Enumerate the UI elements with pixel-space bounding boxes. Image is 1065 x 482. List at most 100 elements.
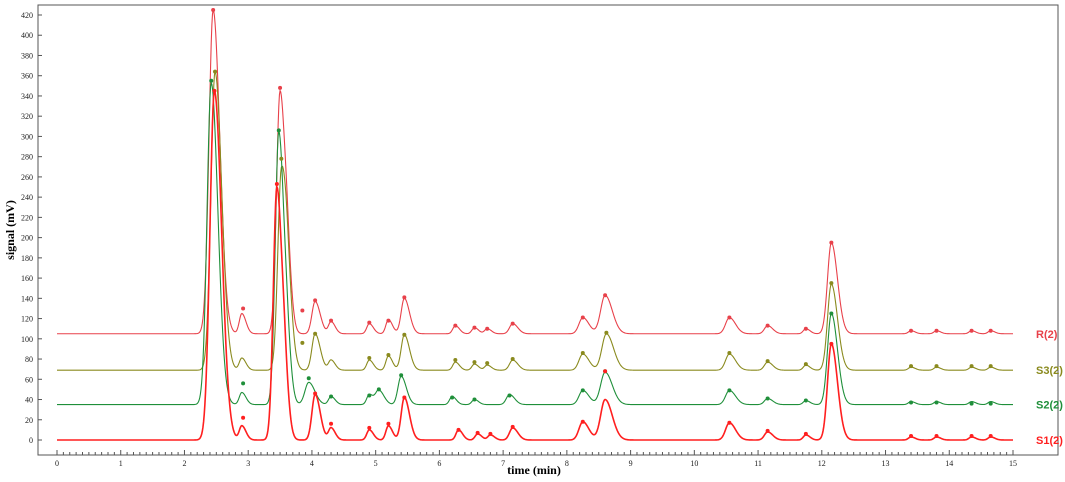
peak-marker	[727, 350, 732, 355]
marker-layer	[209, 7, 993, 438]
peak-marker	[212, 88, 217, 93]
peak-marker	[399, 373, 404, 378]
series-label: S1(2)	[1036, 435, 1063, 447]
peak-marker	[988, 328, 993, 333]
peak-marker	[278, 85, 283, 90]
y-tick-label: 140	[21, 294, 33, 303]
y-tick-label: 100	[21, 335, 33, 344]
peak-marker	[727, 420, 732, 425]
x-tick-label: 10	[690, 459, 698, 468]
y-tick-label: 320	[21, 112, 33, 121]
peak-marker	[488, 431, 493, 436]
peak-marker	[969, 433, 974, 438]
y-axis-title: signal (mV)	[3, 200, 17, 260]
peak-marker	[510, 357, 515, 362]
peak-marker	[329, 394, 334, 399]
y-tick-label: 220	[21, 213, 33, 222]
peak-marker	[300, 308, 305, 313]
x-tick-label: 8	[565, 459, 569, 468]
peak-marker	[456, 427, 461, 432]
y-tick-label: 120	[21, 315, 33, 324]
peak-marker	[934, 328, 939, 333]
x-tick-label: 15	[1009, 459, 1017, 468]
peak-marker	[453, 358, 458, 363]
peak-marker	[909, 400, 914, 405]
peak-marker	[829, 240, 834, 245]
peak-marker	[580, 419, 585, 424]
y-tick-label: 400	[21, 31, 33, 40]
peak-marker	[306, 376, 311, 381]
peak-marker	[472, 397, 477, 402]
y-tick-label: 60	[25, 375, 33, 384]
peak-marker	[765, 359, 770, 364]
peak-marker	[329, 421, 334, 426]
peak-marker	[909, 433, 914, 438]
peak-marker	[367, 320, 372, 325]
x-tick-label: 2	[182, 459, 186, 468]
peak-marker	[211, 7, 216, 12]
x-tick-label: 12	[818, 459, 826, 468]
y-tick-label: 360	[21, 72, 33, 81]
x-tick-label: 4	[310, 459, 314, 468]
x-tick-label: 9	[629, 459, 633, 468]
peak-marker	[934, 433, 939, 438]
peak-marker	[829, 341, 834, 346]
x-tick-label: 0	[55, 459, 59, 468]
x-tick-label: 7	[501, 459, 505, 468]
peak-marker	[329, 318, 334, 323]
peak-marker	[803, 431, 808, 436]
y-axis: 0 20 40 60 80 100 120 140 160 180 200 220 240 260 280 3…	[21, 11, 42, 445]
series-line	[57, 88, 1013, 441]
peak-marker	[803, 398, 808, 403]
peak-marker	[485, 361, 490, 366]
x-tick-label: 11	[754, 459, 762, 468]
peak-marker	[274, 181, 279, 186]
x-tick-label: 3	[246, 459, 250, 468]
peak-marker	[386, 353, 391, 357]
peak-marker	[909, 328, 914, 333]
x-tick-label: 1	[119, 459, 123, 468]
y-tick-label: 40	[25, 396, 33, 405]
y-tick-label: 340	[21, 92, 33, 101]
peak-marker	[386, 318, 391, 323]
peak-marker	[241, 381, 246, 386]
peak-marker	[367, 393, 372, 398]
peak-marker	[580, 350, 585, 355]
peak-marker	[934, 364, 939, 369]
y-tick-label: 180	[21, 254, 33, 263]
peak-marker	[829, 281, 834, 286]
peak-marker	[803, 326, 808, 331]
y-tick-label: 300	[21, 132, 33, 141]
x-tick-label: 14	[945, 459, 953, 468]
peak-marker	[510, 424, 515, 429]
peak-marker	[475, 430, 480, 435]
peak-marker	[603, 369, 608, 374]
peak-marker	[727, 388, 732, 393]
peak-marker	[580, 315, 585, 320]
y-tick-label: 200	[21, 234, 33, 243]
peak-marker	[313, 298, 318, 303]
peak-marker	[510, 321, 515, 326]
series-line	[57, 69, 1013, 371]
series-label: R(2)	[1036, 329, 1058, 341]
peak-marker	[765, 428, 770, 433]
series-line	[57, 80, 1013, 406]
peak-marker	[453, 323, 458, 328]
peak-marker	[829, 311, 834, 316]
peak-marker	[603, 293, 608, 298]
x-tick-label: 13	[882, 459, 890, 468]
peak-marker	[580, 388, 585, 393]
series-label-layer: R(2) S3(2) S2(2) S1(2)	[1036, 329, 1063, 447]
peak-marker	[727, 315, 732, 320]
peak-marker	[313, 331, 318, 336]
peak-marker	[276, 128, 281, 133]
peak-marker	[988, 401, 993, 406]
x-axis: 0 1 2 3 4 5 6 7 8 9 10 11 12 13 14 15	[55, 450, 1017, 468]
y-tick-label: 380	[21, 51, 33, 60]
peak-marker	[313, 391, 318, 396]
peak-marker	[969, 364, 974, 369]
peak-marker	[969, 328, 974, 333]
y-tick-label: 20	[25, 416, 33, 425]
peak-marker	[909, 364, 914, 369]
